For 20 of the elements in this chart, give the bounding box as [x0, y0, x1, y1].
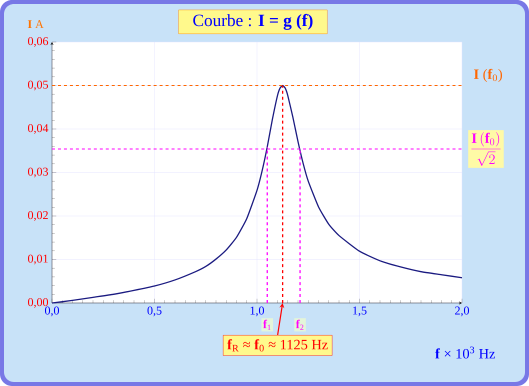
ref-line-label: f$_{1}$	[263, 320, 271, 330]
ref-line-label: I (f$_{0}$)	[474, 68, 502, 82]
chart-title: Courbe : I = g (f)	[193, 14, 313, 30]
x-tick-label: 1,5	[353, 306, 367, 316]
x-tick-label: 0,5	[147, 306, 162, 316]
y-tick-label: 0,03	[28, 168, 48, 178]
y-tick-label: 0,00	[28, 298, 48, 308]
y-tick-label: 0,06	[28, 37, 48, 47]
y-tick-label: 0,02	[28, 211, 48, 221]
ref-line-label: f$_{2}$	[296, 320, 304, 330]
x-tick-label: 1,0	[250, 306, 264, 316]
y-tick-label: 0,04	[28, 124, 48, 134]
x-axis-title: f × 10$^{3}$ Hz	[435, 346, 495, 359]
annotation: f$_{R}$ ≈ f$_{0}$ ≈ 1125 Hz	[227, 339, 328, 352]
ref-line-label: $\frac{\mathbf{I}\left(\mathbf{f}_0\right)}{\sqrt{2}}$	[471, 132, 501, 166]
y-tick-label: 0,05	[28, 80, 48, 90]
x-tick-label: 0,0	[44, 306, 60, 316]
y-axis-title: I A	[28, 20, 44, 28]
y-tick-label: 0,01	[28, 254, 48, 264]
x-tick-label: 2,0	[455, 306, 470, 316]
